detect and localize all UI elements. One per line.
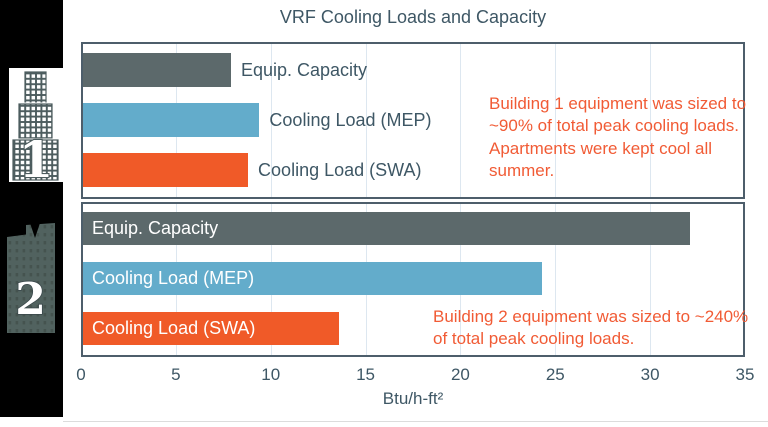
- bar-building-1-cooling-load-mep: [83, 103, 260, 137]
- gridline: [365, 44, 367, 197]
- building-2-number: 2: [15, 274, 46, 325]
- chart-area: Equip. Capacity Cooling Load (MEP) Cooling…: [76, 0, 754, 427]
- bar-label: Cooling Load (MEP): [92, 268, 255, 288]
- x-tick-label-20: 20: [450, 365, 470, 384]
- bar-building-2-cooling-load-mep: Cooling Load (MEP): [83, 262, 543, 295]
- x-tick-label-30: 30: [640, 365, 660, 384]
- sidebar: 1 2: [0, 0, 63, 417]
- gridline: [650, 204, 652, 355]
- bar-building-2-equip-capacity: Equip. Capacity: [83, 212, 691, 245]
- chart-title: VRF Cooling Loads and Capacity: [279, 7, 547, 27]
- bar-building-1-equip-capacity: [83, 53, 231, 87]
- panel-building-1: Equip. Capacity Cooling Load (MEP) Cooling…: [81, 42, 745, 199]
- annotation-building-2: Building 2 equipment was sized to ~240% …: [433, 307, 749, 349]
- gridline: [270, 44, 272, 197]
- bar-label: Equip. Capacity: [92, 218, 219, 238]
- gridline: [650, 44, 652, 197]
- building-2-icon: 2: [7, 223, 55, 333]
- x-tick-label-25: 25: [545, 365, 565, 384]
- gridline: [460, 44, 462, 197]
- bar-label: Cooling Load (SWA): [258, 160, 422, 180]
- gridline: [555, 44, 557, 197]
- x-tick-label-35: 35: [735, 365, 755, 384]
- x-tick-label-15: 15: [356, 365, 376, 384]
- x-tick-label-0: 0: [76, 365, 86, 384]
- annotation-building-1: Building 1 equipment was sized to ~90% o…: [489, 94, 747, 181]
- bar-label: Cooling Load (SWA): [92, 318, 256, 338]
- panel-building-2: Equip. Capacity Cooling Load (MEP) Cooling…: [81, 202, 745, 357]
- x-axis-label: Btu/h-ft²: [382, 389, 444, 408]
- bar-label: Cooling Load (MEP): [269, 110, 432, 130]
- gridline: [555, 204, 557, 355]
- bar-label: Equip. Capacity: [240, 60, 368, 80]
- building-1-number: 1: [19, 130, 54, 182]
- building-1-icon: 1: [9, 68, 63, 182]
- x-tick-label-10: 10: [261, 365, 281, 384]
- bar-building-2-cooling-load-swa: Cooling Load (SWA): [83, 312, 340, 345]
- x-tick-label-5: 5: [171, 365, 181, 384]
- bottom-divider: [63, 421, 768, 422]
- bar-building-1-cooling-load-swa: [83, 153, 249, 187]
